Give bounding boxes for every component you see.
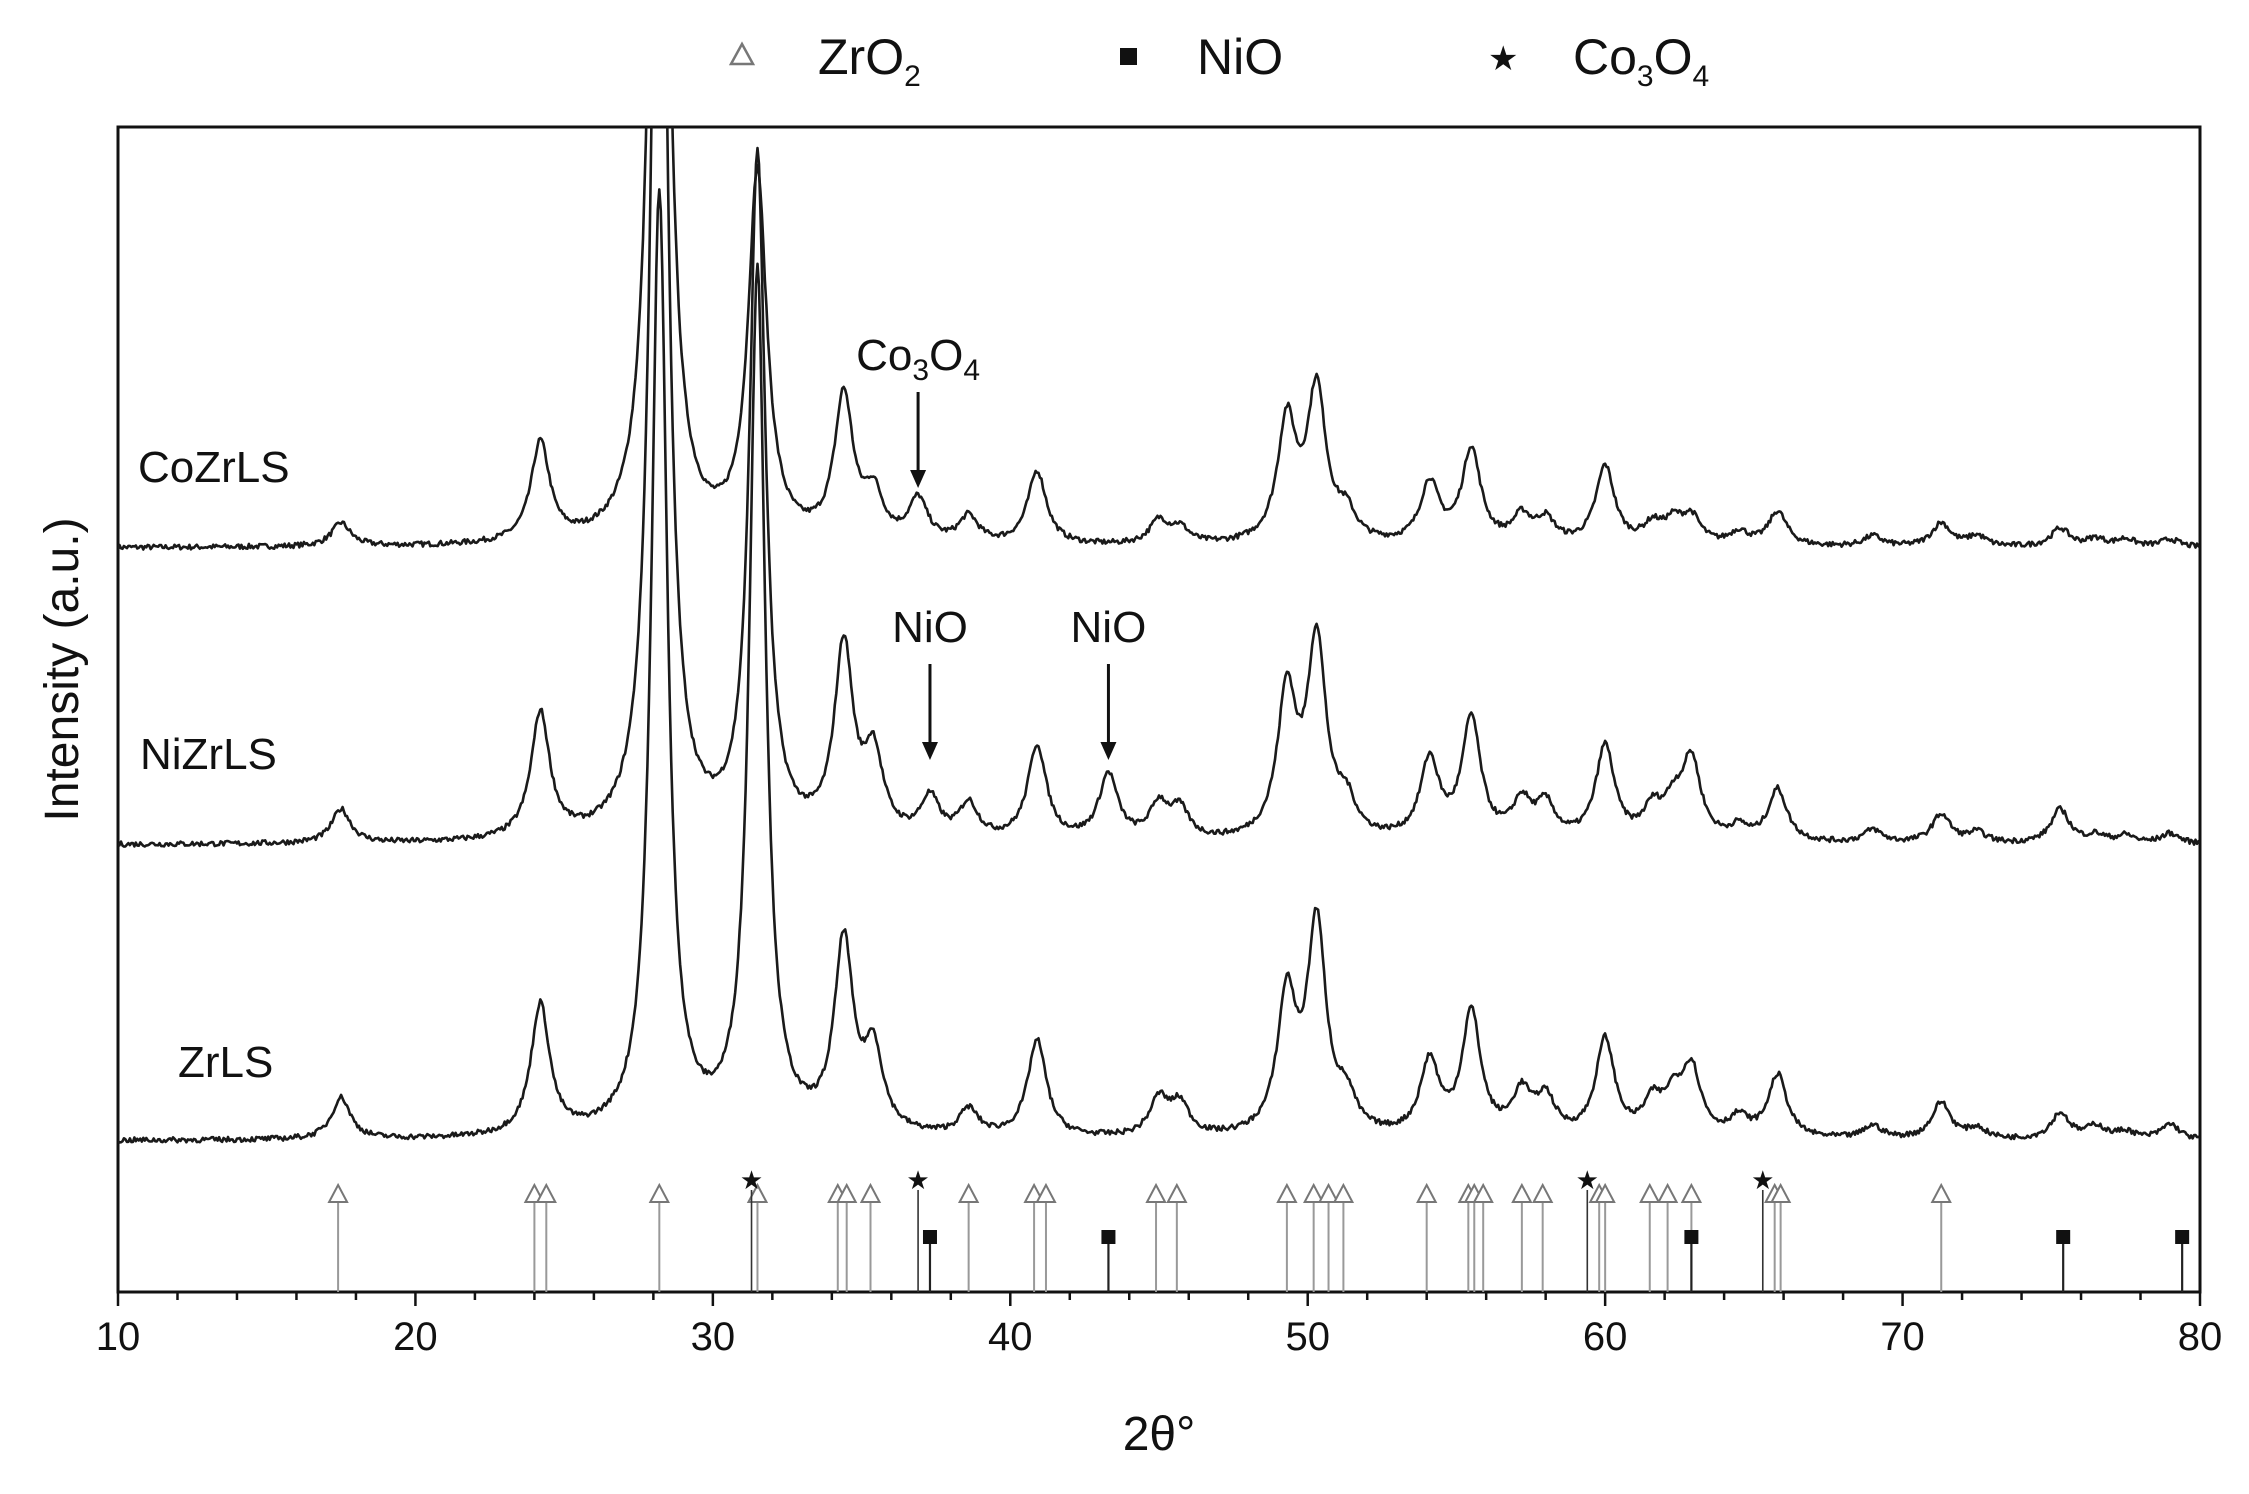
x-axis: 10 20 30 40 50 60 70 80	[96, 1292, 2223, 1359]
zro2-triangle-marker	[1303, 1182, 1325, 1203]
zro2-triangle-marker	[1472, 1182, 1494, 1203]
x-tick-label: 60	[1583, 1315, 1628, 1359]
co3o4-star-marker: ★	[1576, 1165, 1599, 1195]
zro2-triangle-marker	[1511, 1182, 1533, 1203]
zro2-triangle-marker	[836, 1182, 858, 1203]
annotation-text: Co	[856, 331, 912, 380]
series-lines	[118, 127, 2200, 1144]
zro2-triangle-marker	[535, 1182, 557, 1203]
series-line-nizrls	[118, 127, 2200, 848]
x-tick-label: 70	[1880, 1315, 1925, 1359]
legend-o-text: O	[1654, 29, 1693, 85]
annotation-label: NiO	[892, 603, 968, 652]
annotation-sub2: 4	[963, 354, 980, 387]
zro2-triangle-marker	[1332, 1182, 1355, 1203]
x-axis-title: 2θ°	[1123, 1408, 1196, 1461]
annotation-text2: O	[929, 331, 963, 380]
annotation-label: Co3O4	[856, 331, 980, 387]
reference-pattern: ★ ★ ★ ★	[327, 1165, 2190, 1292]
sample-labels: CoZrLS NiZrLS ZrLS	[138, 443, 290, 1087]
zro2-triangle-marker	[746, 1182, 769, 1203]
annotation-arrow-head	[910, 470, 927, 488]
nio-square-marker	[2175, 1230, 2190, 1244]
annotation-text: NiO	[892, 603, 968, 652]
nio-square-marker	[1101, 1230, 1116, 1244]
sample-label-nizrls: NiZrLS	[140, 730, 277, 779]
legend-o-sub: 4	[1693, 60, 1710, 93]
legend-zro2-sub: 2	[904, 60, 921, 93]
y-axis-title: Intensity (a.u.)	[36, 517, 89, 821]
x-tick-label: 30	[691, 1315, 736, 1359]
legend-nio-text: NiO	[1197, 29, 1283, 85]
zro2-triangle-marker	[1166, 1182, 1188, 1203]
nio-square-marker	[2056, 1230, 2071, 1244]
x-tick-label: 80	[2178, 1315, 2223, 1359]
zro2-triangle-marker	[1276, 1182, 1298, 1203]
legend-entry-zro2: ZrO2	[728, 29, 921, 93]
x-tick-label: 10	[96, 1315, 141, 1359]
zro2-triangle-marker	[1317, 1182, 1340, 1203]
annotation-arrow-head	[921, 742, 938, 760]
legend-zro2-text: ZrO	[818, 29, 904, 85]
co3o4-star-marker: ★	[906, 1165, 929, 1195]
zro2-triangle-marker	[1656, 1182, 1679, 1203]
nio-square-marker	[922, 1230, 937, 1244]
zro2-triangle-marker	[1769, 1182, 1792, 1203]
legend-co-sub: 3	[1637, 60, 1654, 93]
x-tick-label: 20	[393, 1315, 438, 1359]
zro2-triangle-marker	[1930, 1182, 1952, 1203]
zro2-triangle-marker	[1416, 1182, 1438, 1203]
annotation-text: NiO	[1071, 603, 1147, 652]
zro2-triangle-marker	[648, 1182, 670, 1203]
series-line-cozrls	[118, 127, 2200, 551]
legend-star-marker: ★	[1488, 40, 1518, 78]
series-line-zrls	[118, 188, 2200, 1144]
x-tick-label: 50	[1285, 1315, 1330, 1359]
legend-entry-nio: NiO	[1120, 29, 1283, 85]
zro2-triangle-marker	[327, 1182, 349, 1203]
zro2-triangle-marker	[1035, 1182, 1057, 1203]
legend-label-nio: NiO	[1197, 29, 1283, 85]
sample-label-zrls: ZrLS	[178, 1038, 273, 1087]
legend-entry-co3o4: ★ Co3O4	[1488, 29, 1709, 93]
legend-label-zro2: ZrO2	[818, 29, 921, 93]
legend-label-co3o4: Co3O4	[1573, 29, 1709, 93]
phase-annotations: Co3O4 NiO NiO	[856, 331, 1146, 760]
x-tick-label: 40	[988, 1315, 1033, 1359]
zro2-triangle-marker	[1594, 1182, 1616, 1203]
zro2-triangle-marker	[957, 1182, 980, 1203]
legend-triangle-marker	[728, 41, 756, 66]
annotation-sub: 3	[912, 354, 929, 387]
zro2-triangle-marker	[1145, 1182, 1167, 1203]
nio-square-marker	[1684, 1230, 1699, 1244]
plot-area-frame	[116, 125, 2202, 1294]
zro2-triangle-marker	[1532, 1182, 1554, 1203]
legend-square-marker	[1120, 48, 1137, 65]
zro2-triangle-marker	[1680, 1182, 1703, 1203]
annotation-arrow-head	[1100, 742, 1117, 760]
legend: ZrO2 NiO ★ Co3O4	[728, 29, 1709, 93]
zro2-triangle-marker	[1639, 1182, 1661, 1203]
co3o4-star-marker: ★	[1751, 1165, 1774, 1195]
legend-co-text: Co	[1573, 29, 1637, 85]
annotation-label: NiO	[1071, 603, 1147, 652]
co3o4-star-marker: ★	[740, 1165, 763, 1195]
zro2-triangle-marker	[859, 1182, 882, 1203]
sample-label-cozrls: CoZrLS	[138, 443, 290, 492]
